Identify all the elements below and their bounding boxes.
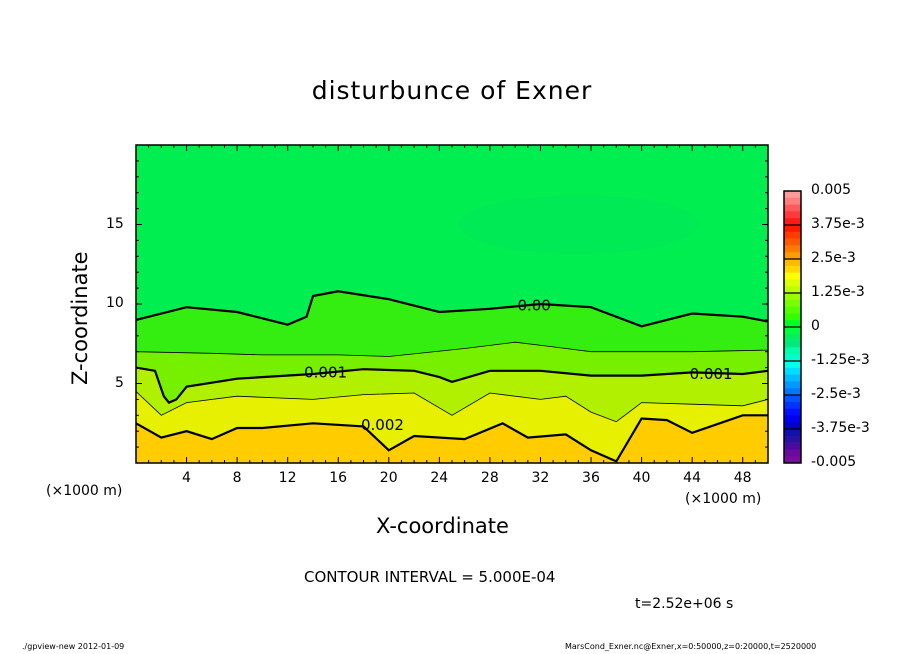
x-tick-label: 12 [278,470,297,486]
footer-right: MarsCond_Exner.nc@Exner,x=0:50000,z=0:20… [565,642,817,651]
colorbar-swatch [784,395,801,403]
contour-band [136,367,768,422]
x-tick-label: 32 [531,470,550,486]
contour-line [135,366,769,404]
colorbar-swatch [784,320,801,328]
contour-interval: CONTOUR INTERVAL = 5.000E-04 [304,568,556,586]
x-axis-label: X-coordinate [376,514,509,538]
colorbar-swatch [784,279,801,287]
colorbar-swatch [784,415,801,423]
colorbar-label: -2.5e-3 [811,386,861,402]
colorbar-swatch [784,218,801,226]
contour-band [136,391,768,462]
y-tick-label: 10 [106,295,124,311]
contour-line [135,290,769,328]
colorbar-swatch [784,442,801,450]
x-tick-label: 40 [632,470,651,486]
y-tick-label: 5 [115,374,124,391]
colorbar-swatch [784,211,801,219]
colorbar-swatch [784,286,801,294]
colorbar-swatch [784,197,801,205]
colorbar-swatch [784,299,801,307]
colorbar-swatch [784,231,801,239]
colorbar-swatch [784,333,801,341]
contour-band [136,342,768,403]
colorbar-swatch [784,252,801,260]
contour-line [135,414,768,463]
contour-line [135,391,769,423]
contour-line [135,341,769,357]
colorbar-label: 1.25e-3 [811,284,865,300]
colorbar-swatch [784,449,801,457]
x-tick-label: 4 [182,470,191,486]
colorbar-label: 2.5e-3 [811,250,856,266]
x-tick-label: 36 [582,470,600,486]
colorbar-label: -3.75e-3 [811,420,870,436]
y-axis-label: Z-coordinate [68,251,92,385]
colorbar-swatch [784,374,801,382]
colorbar-swatch [784,340,801,348]
x-tick-label: 28 [480,470,499,486]
x-tick-label: 20 [379,470,398,486]
x-tick-label: 16 [329,470,348,486]
colorbar-label: -0.005 [811,454,857,470]
colorbar-swatch [784,327,801,335]
x-unit-label: (×1000 m) [685,491,762,507]
colorbar-label: 0.005 [811,182,852,198]
colorbar-swatch [784,238,801,246]
y-tick-label: 15 [106,215,124,232]
colorbar-swatch [784,225,801,233]
contour-band [136,145,768,327]
contour-label: 0.00 [517,297,550,315]
colorbar-label: 0 [811,318,820,334]
chart-title: disturbunce of Exner [311,76,593,105]
colorbar-swatch [784,388,801,396]
colorbar-swatch [784,401,801,409]
x-tick-label: 8 [232,470,242,486]
contour-label: 0.001 [304,363,347,381]
colorbar-swatch [784,347,801,355]
x-tick-label: 44 [683,470,701,486]
contour-band [458,194,699,255]
colorbar-label: -1.25e-3 [811,352,870,368]
colorbar-swatch [784,204,801,212]
colorbar-swatch [784,306,801,314]
x-tick-label: 24 [430,470,449,486]
colorbar-swatch [784,456,801,464]
colorbar-swatch [784,435,801,443]
colorbar-frame [783,190,802,464]
x-tick-label: 48 [733,470,752,486]
time-label: t=2.52e+06 s [635,596,734,612]
colorbar-swatch [784,381,801,389]
colorbar-swatch [784,429,801,437]
colorbar-swatch [784,191,801,199]
contour-label: 0.002 [361,416,404,434]
colorbar-swatch [784,313,801,321]
contour-label: 0.001 [690,365,733,383]
colorbar-label: 3.75e-3 [811,216,865,232]
colorbar-swatch [784,259,801,267]
colorbar-swatch [784,422,801,430]
colorbar-swatch [784,245,801,253]
y-unit-label: (×1000 m) [46,483,123,499]
contour-band [136,291,768,357]
colorbar-swatch [784,367,801,375]
colorbar-swatch [784,354,801,362]
colorbar-swatch [784,272,801,280]
colorbar-swatch [784,293,801,301]
colorbar-swatch [784,408,801,416]
colorbar-swatch [784,265,801,273]
footer-left: ./gpview-new 2012-01-09 [22,642,125,651]
colorbar-swatch [784,361,801,369]
